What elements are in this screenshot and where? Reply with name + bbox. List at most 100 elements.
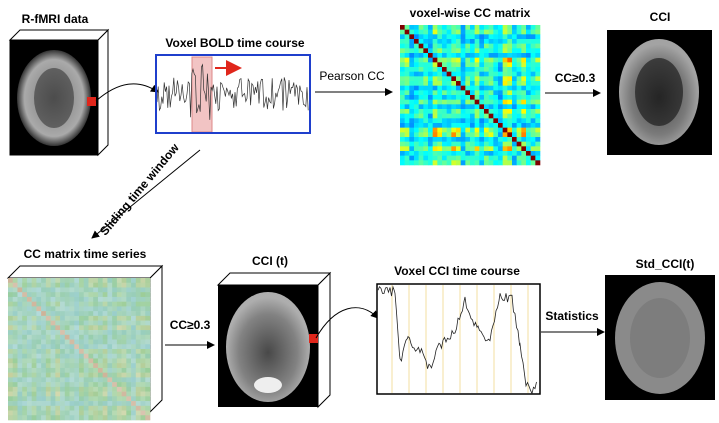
matrix-cell [69,301,75,307]
matrix-cell [12,278,18,284]
matrix-cell [79,405,85,411]
matrix-cell [45,353,51,359]
matrix-cell [423,48,429,54]
matrix-cell [526,95,531,100]
matrix-cell [83,349,89,355]
matrix-cell [60,410,66,416]
matrix-cell [22,292,28,298]
matrix-cell [437,53,443,58]
matrix-cell [460,39,466,44]
matrix-cell [437,85,443,91]
matrix-cell [526,132,531,138]
matrix-cell [442,123,447,128]
matrix-cell [112,363,118,369]
matrix-cell [409,34,415,40]
matrix-cell [432,95,438,100]
matrix-cell [516,137,522,142]
matrix-cell [414,43,419,49]
matrix-cell [8,386,14,392]
matrix-cell [31,282,37,288]
matrix-cell [112,287,118,293]
matrix-cell [107,372,113,378]
matrix-cell [474,160,480,166]
matrix-cell [26,386,32,392]
matrix-cell [437,160,443,166]
matrix-cell [526,90,531,96]
matrix-cell [126,320,132,326]
matrix-cell [409,57,415,63]
matrix-cell [479,90,485,96]
matrix-cell [442,137,447,142]
matrix-cell [93,344,99,350]
matrix-cell [442,81,447,86]
matrix-cell [45,382,51,388]
matrix-cell [17,363,23,369]
matrix-cell [116,330,122,336]
matrix-cell [31,405,37,411]
matrix-cell [102,349,108,355]
matrix-cell [116,391,122,397]
matrix-cell [145,334,151,340]
matrix-cell [530,53,536,58]
matrix-cell [414,76,419,82]
matrix-cell [451,109,457,114]
matrix-cell [31,367,37,373]
matrix-cell [112,315,118,321]
matrix-cell [535,34,541,40]
matrix-cell [126,415,132,421]
matrix-cell [400,141,405,147]
matrix-cell [60,282,66,288]
matrix-cell [69,386,75,392]
matrix-cell [74,330,80,336]
matrix-cell [414,151,419,156]
matrix-cell [36,334,42,340]
matrix-cell [442,29,447,35]
matrix-cell [404,109,410,114]
matrix-cell [488,39,494,44]
matrix-cell [465,160,471,166]
matrix-cell [446,113,452,119]
matrix-cell [428,95,433,100]
cc-matrix-series [8,278,151,421]
matrix-cell [512,81,517,86]
matrix-cell [530,132,536,138]
matrix-cell [456,71,461,77]
matrix-cell [479,43,485,49]
matrix-cell [437,118,443,124]
matrix-cell [521,155,527,161]
matrix-cell [31,301,37,307]
matrix-cell [69,315,75,321]
matrix-cell [107,339,113,345]
matrix-cell [17,410,23,416]
matrix-cell [404,25,410,30]
matrix-cell [456,160,461,166]
matrix-cell [456,151,461,156]
matrix-cell [83,287,89,293]
matrix-cell [423,118,429,124]
matrix-cell [474,123,480,128]
matrix-cell [45,282,51,288]
matrix-cell [97,401,103,407]
matrix-cell [126,334,132,340]
matrix-cell [55,367,61,373]
matrix-cell [488,62,494,68]
matrix-cell [409,137,415,142]
edge-label: CC≥0.3 [555,71,596,85]
matrix-cell [526,127,531,133]
matrix-cell [60,325,66,331]
matrix-cell [88,358,94,364]
matrix-cell [488,95,494,100]
matrix-cell [404,132,410,138]
matrix-cell [121,349,127,355]
matrix-cell [121,287,127,293]
matrix-cell [112,415,118,421]
matrix-cell [64,287,70,293]
matrix-cell [400,113,405,119]
matrix-cell [484,81,489,86]
matrix-cell [404,48,410,54]
matrix-cell [55,306,61,312]
matrix-cell [428,160,433,166]
matrix-cell [135,330,141,336]
matrix-cell [484,155,489,161]
matrix-cell [470,113,475,119]
